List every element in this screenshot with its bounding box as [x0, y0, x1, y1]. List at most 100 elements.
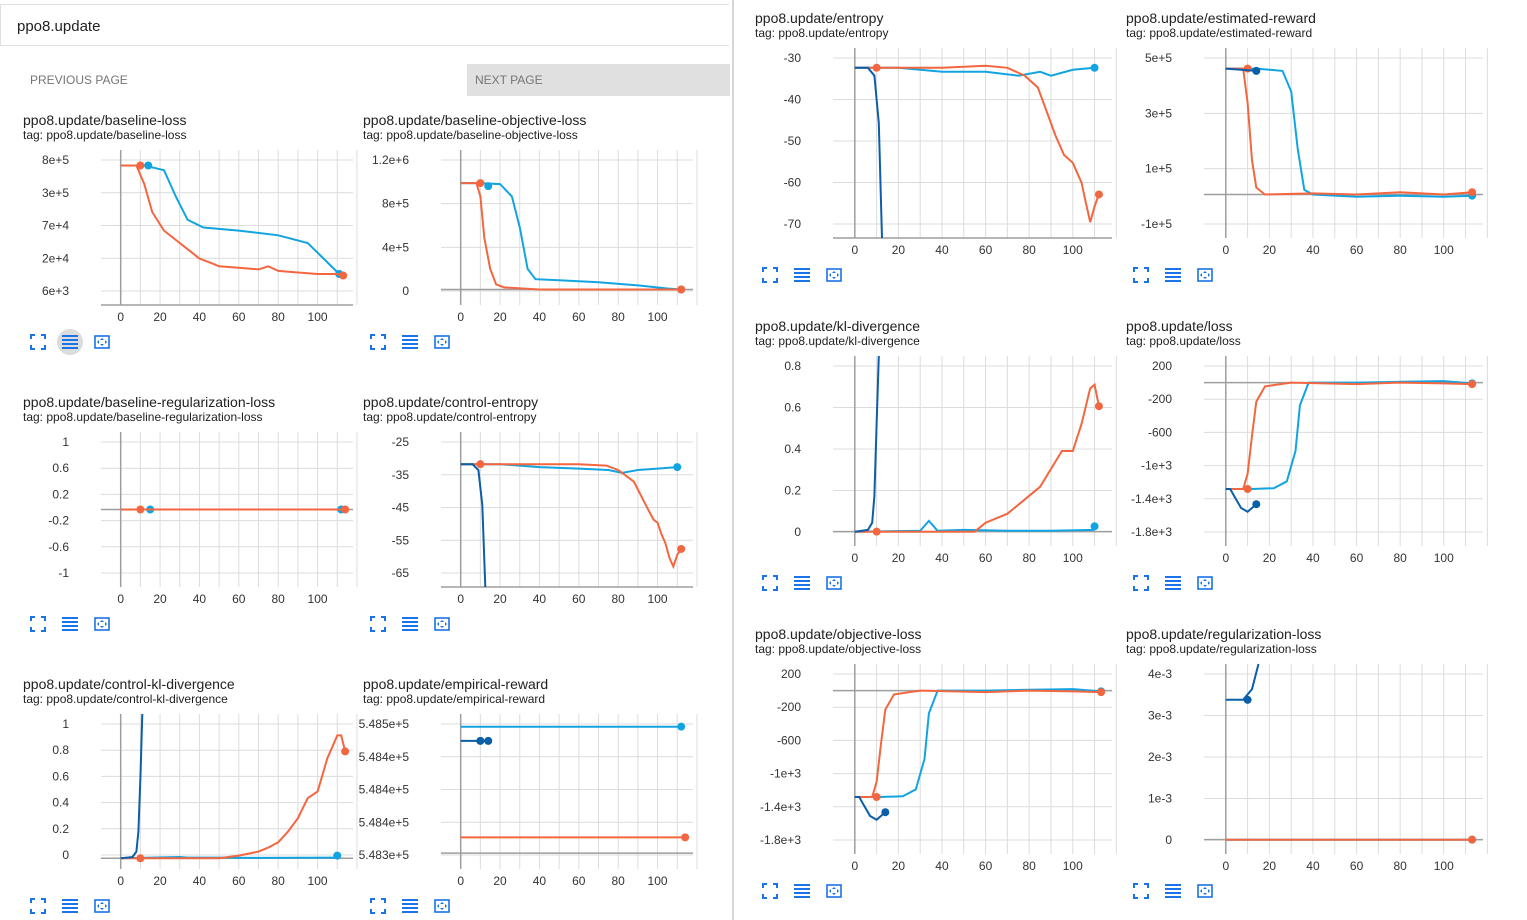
chart-plot[interactable]: 5e+5 3e+5 1e+5 -1e+5 0 20 40 60 80 100	[1126, 44, 1488, 257]
series-end-marker	[673, 463, 682, 472]
toggle-log-scale-button[interactable]	[1160, 878, 1186, 904]
fit-domain-icon	[94, 899, 110, 913]
fullscreen-button[interactable]	[365, 611, 391, 637]
series-line	[854, 64, 1100, 223]
fullscreen-button[interactable]	[1128, 878, 1154, 904]
fullscreen-button[interactable]	[25, 329, 51, 355]
fit-domain-button[interactable]	[89, 329, 115, 355]
fullscreen-icon	[370, 616, 386, 632]
fullscreen-button[interactable]	[1128, 262, 1154, 288]
fit-domain-button[interactable]	[429, 893, 455, 919]
chart-plot[interactable]: 200 -200 -600 -1e+3 -1.4e+3 -1.8e+3 0 20 40 60 80 1…	[755, 660, 1117, 873]
fullscreen-button[interactable]	[365, 329, 391, 355]
x-tick-label: 100	[1063, 243, 1083, 257]
x-tick-label: 0	[457, 874, 464, 888]
chart-card: ppo8.update/baseline-loss tag: ppo8.updat…	[23, 112, 358, 397]
chart-plot[interactable]: 200 -200 -600 -1e+3 -1.4e+3 -1.8e+3 0 20 40 60 80 1…	[1126, 352, 1488, 565]
fit-domain-icon	[826, 268, 842, 282]
fullscreen-button[interactable]	[25, 611, 51, 637]
toggle-log-scale-button[interactable]	[397, 329, 423, 355]
chart-tag: tag: ppo8.update/kl-divergence	[755, 334, 920, 348]
toggle-log-scale-button[interactable]	[789, 570, 815, 596]
toggle-log-scale-button[interactable]	[397, 611, 423, 637]
y-tick-label: 0	[794, 525, 801, 539]
chart-card: ppo8.update/kl-divergence tag: ppo8.updat…	[755, 318, 1117, 638]
toggle-log-scale-button[interactable]	[1160, 262, 1186, 288]
chart-title: ppo8.update/baseline-objective-loss	[363, 112, 587, 128]
chart-tag: tag: ppo8.update/objective-loss	[755, 642, 922, 656]
fit-domain-icon	[434, 617, 450, 631]
y-tick-label: 0.6	[52, 461, 69, 475]
fit-domain-button[interactable]	[1192, 262, 1218, 288]
chart-plot[interactable]: 1 0.8 0.6 0.4 0.2 0 0 20 40 60 80 100	[23, 710, 358, 888]
y-tick-label: 3e-3	[1148, 709, 1172, 723]
fullscreen-button[interactable]	[757, 570, 783, 596]
series-line	[120, 734, 347, 860]
tag-filter-input[interactable]: ppo8.update	[0, 4, 729, 46]
x-tick-label: 80	[1393, 243, 1407, 257]
toggle-log-scale-icon	[402, 617, 418, 631]
y-tick-label: -35	[392, 468, 410, 482]
chart-plot[interactable]: 8e+5 3e+5 7e+4 2e+4 6e+3 0 20 40 60 80 100	[23, 146, 358, 324]
x-tick-label: 0	[1222, 551, 1229, 565]
fit-domain-button[interactable]	[89, 611, 115, 637]
series-line	[1225, 67, 1473, 196]
fit-domain-button[interactable]	[821, 878, 847, 904]
series-line	[854, 689, 1102, 798]
fit-domain-icon	[1197, 268, 1213, 282]
chart-title: ppo8.update/loss	[1126, 318, 1233, 334]
fit-domain-button[interactable]	[821, 570, 847, 596]
chart-plot[interactable]: -25 -35 -45 -55 -65 0 20 40 60 80 100	[363, 428, 698, 606]
chart-title: ppo8.update/estimated-reward	[1126, 10, 1316, 26]
x-tick-label: 100	[1063, 551, 1083, 565]
fullscreen-icon	[30, 334, 46, 350]
next-page-button[interactable]: NEXT PAGE	[467, 64, 730, 96]
toggle-log-scale-button[interactable]	[57, 893, 83, 919]
toggle-log-scale-button[interactable]	[789, 262, 815, 288]
chart-tag: tag: ppo8.update/baseline-loss	[23, 128, 187, 142]
y-tick-label: -50	[784, 134, 802, 148]
series-start-marker	[136, 161, 145, 170]
y-tick-label: 0.4	[52, 796, 69, 810]
fit-domain-button[interactable]	[429, 329, 455, 355]
chart-plot[interactable]: 0.8 0.6 0.4 0.2 0 0 20 40 60 80 100	[755, 352, 1117, 565]
x-tick-label: 20	[892, 551, 906, 565]
chart-plot[interactable]: 1 0.6 0.2 -0.2 -0.6 -1 0 20 40 60 80 100	[23, 428, 358, 606]
toggle-log-scale-button[interactable]	[1160, 570, 1186, 596]
y-tick-label: 5.484e+5	[359, 783, 410, 797]
series-start-marker	[476, 736, 485, 745]
fullscreen-button[interactable]	[25, 893, 51, 919]
x-tick-label: 40	[1306, 243, 1320, 257]
toggle-log-scale-button[interactable]	[397, 893, 423, 919]
chart-plot[interactable]: 4e-3 3e-3 2e-3 1e-3 0 0 20 40 60 80 100	[1126, 660, 1488, 873]
fullscreen-button[interactable]	[365, 893, 391, 919]
series-line	[460, 463, 678, 474]
chart-plot[interactable]: 1.2e+6 8e+5 4e+5 0 0 20 40 60 80 100	[363, 146, 698, 324]
x-tick-label: 60	[1350, 243, 1364, 257]
x-tick-label: 20	[892, 859, 906, 873]
fit-domain-button[interactable]	[429, 611, 455, 637]
fit-domain-button[interactable]	[1192, 570, 1218, 596]
x-tick-label: 40	[935, 243, 949, 257]
x-tick-label: 80	[612, 310, 626, 324]
fit-domain-button[interactable]	[821, 262, 847, 288]
toggle-log-scale-button[interactable]	[789, 878, 815, 904]
series-line	[854, 796, 886, 822]
x-tick-label: 60	[979, 243, 993, 257]
x-tick-label: 60	[232, 874, 246, 888]
fullscreen-button[interactable]	[757, 878, 783, 904]
fullscreen-button[interactable]	[757, 262, 783, 288]
previous-page-button[interactable]: PREVIOUS PAGE	[30, 73, 128, 87]
toggle-log-scale-button[interactable]	[57, 611, 83, 637]
fit-domain-button[interactable]	[1192, 878, 1218, 904]
series-line	[1225, 380, 1473, 490]
series-start-marker	[144, 161, 153, 170]
toggle-log-scale-button[interactable]	[57, 329, 83, 355]
x-tick-label: 60	[1350, 551, 1364, 565]
series-end-marker	[1097, 688, 1106, 697]
chart-plot[interactable]: -30 -40 -50 -60 -70 0 20 40 60 80 100	[755, 44, 1117, 257]
chart-plot[interactable]: 5.485e+5 5.484e+5 5.484e+5 5.484e+5 5.483e+5…	[359, 710, 698, 888]
chart-card: ppo8.update/control-kl-divergence tag: pp…	[23, 676, 358, 920]
fullscreen-button[interactable]	[1128, 570, 1154, 596]
fit-domain-button[interactable]	[89, 893, 115, 919]
